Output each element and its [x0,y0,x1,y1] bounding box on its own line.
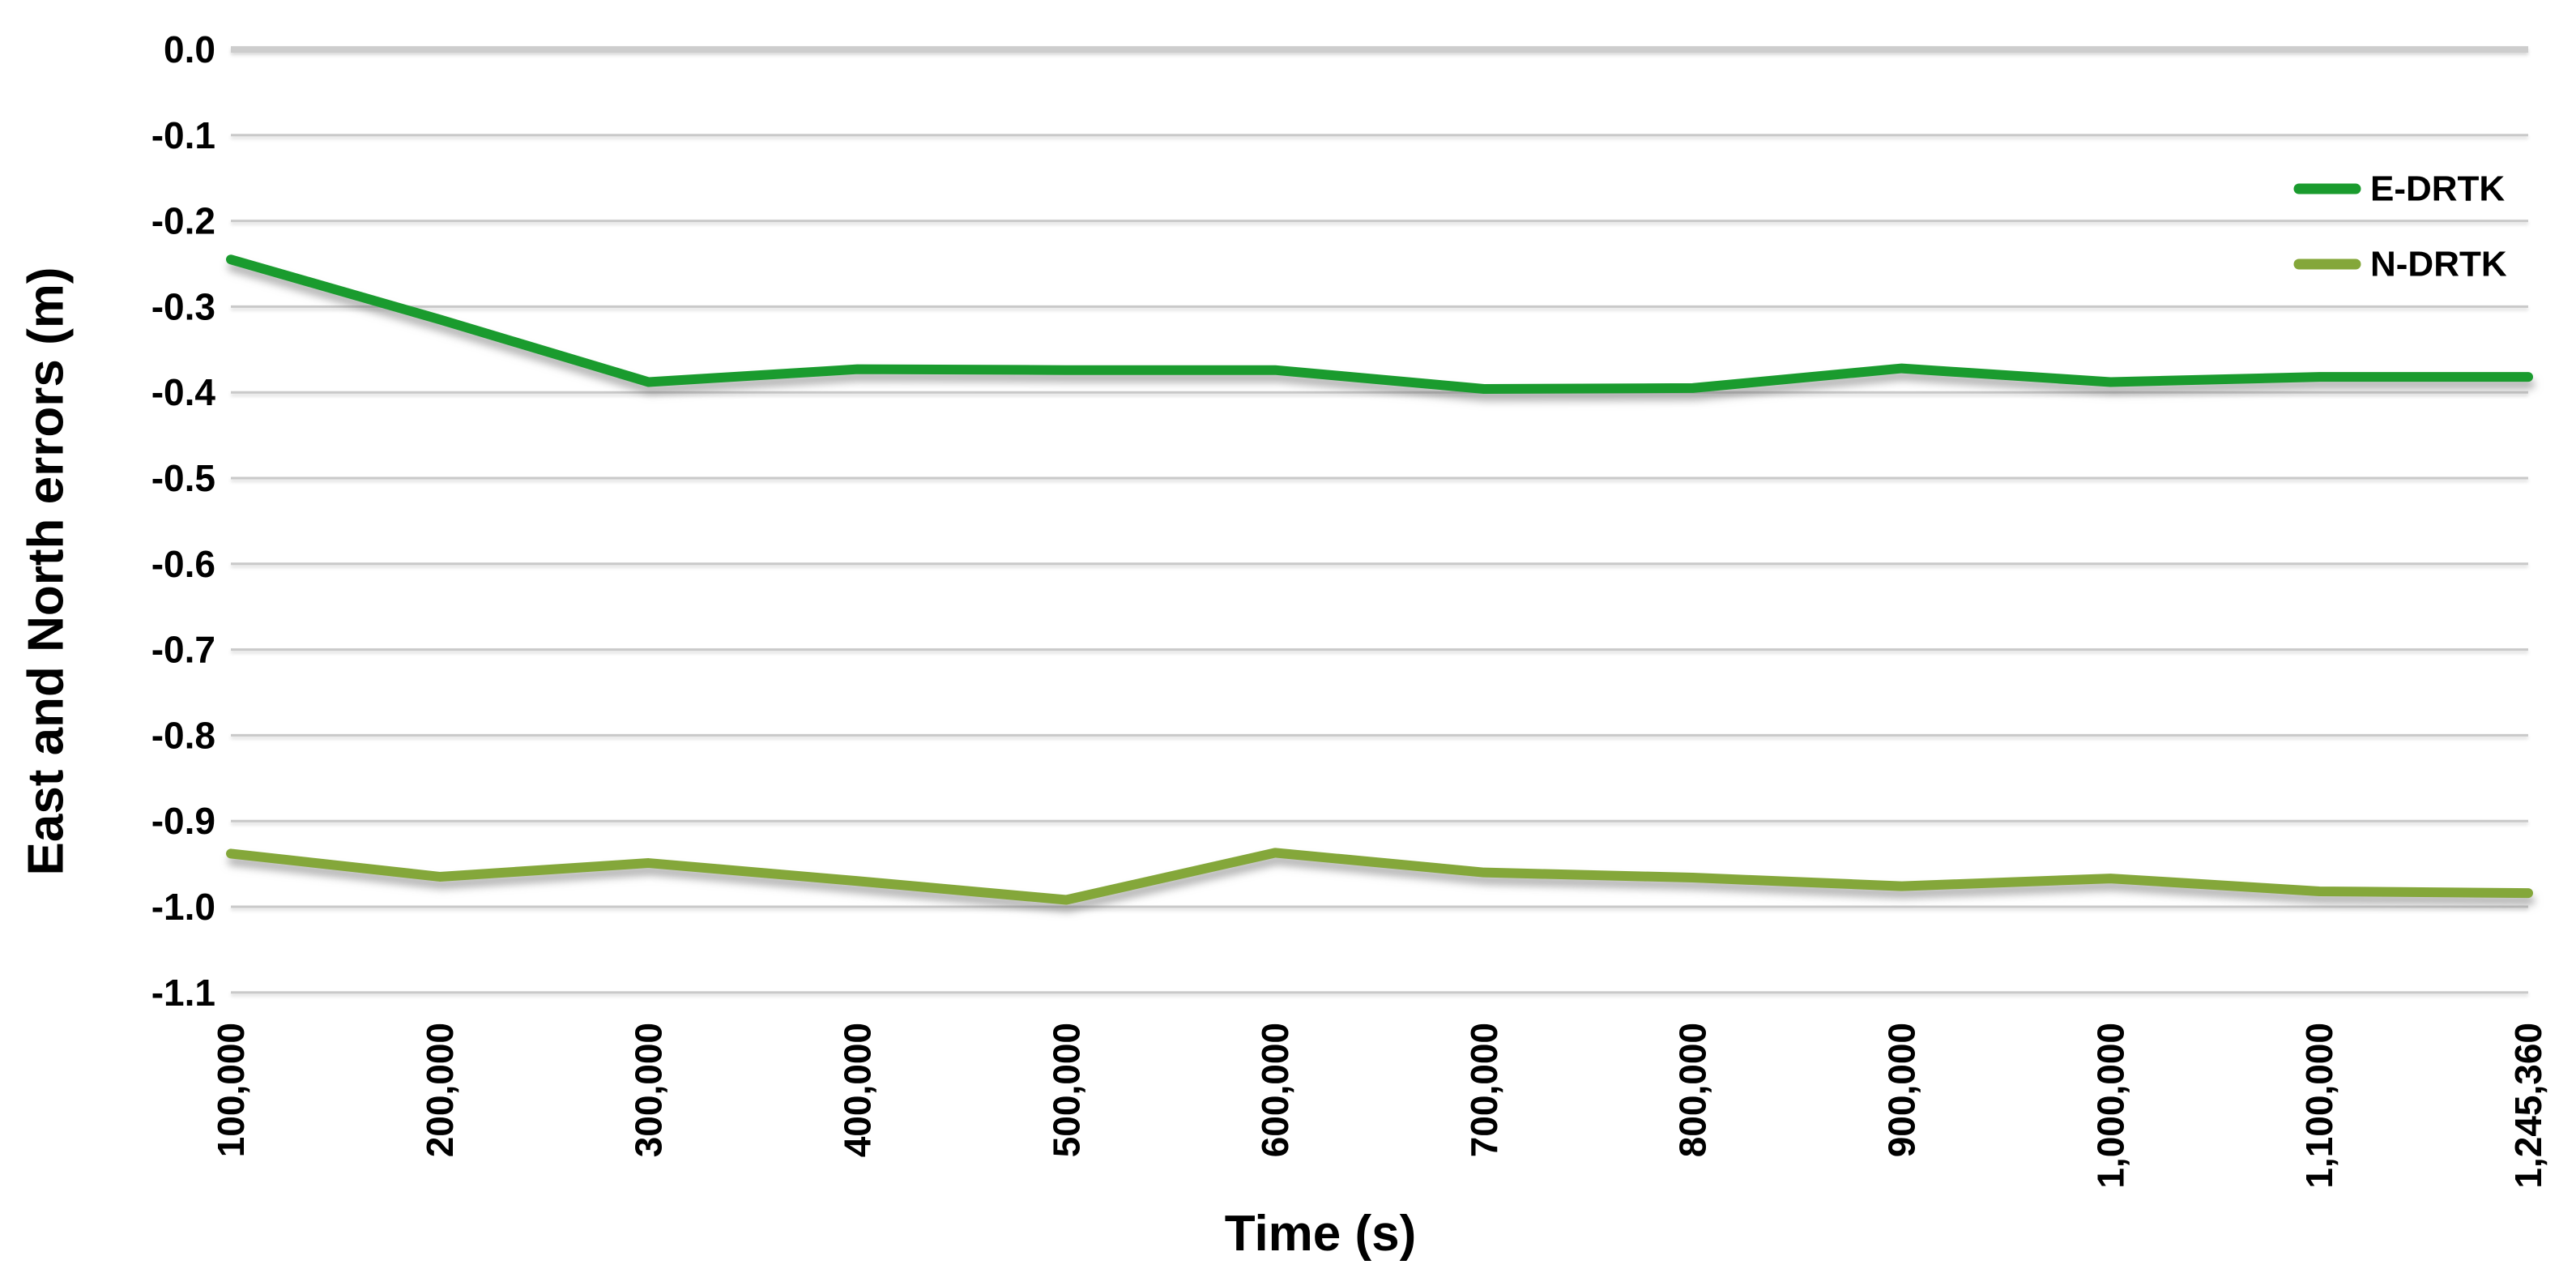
legend: E-DRTK N-DRTK [2293,169,2507,284]
x-tick-label: 200,000 [419,1023,461,1157]
x-tick-label: 900,000 [1881,1023,1923,1157]
y-tick-label: -0.1 [151,114,215,156]
x-tick-label: 1,245,360 [2507,1023,2549,1189]
gridlines-group [231,46,2528,994]
x-tick-labels-group: 100,000 200,000 300,000 400,000 500,000 600,0… [210,1023,2549,1189]
legend-item-e-drtk: E-DRTK [2293,169,2505,209]
y-axis-title: East and North errors (m) [19,267,75,875]
x-tick-label: 1,000,000 [2089,1023,2131,1189]
x-tick-label: 600,000 [1254,1023,1296,1157]
y-tick-label: 0.0 [164,28,215,70]
y-tick-label: -0.7 [151,629,215,671]
x-tick-label: 700,000 [1463,1023,1505,1157]
y-tick-labels-group: 0.0 -0.1 -0.2 -0.3 -0.4 -0.5 -0.6 -0.7 -0.8 -0.9 -… [151,28,216,1014]
series-lines-group [226,254,2533,905]
series-line-e-drtk [226,254,2533,394]
x-tick-label: 300,000 [628,1023,670,1157]
x-axis-title: Time (s) [1225,1206,1417,1262]
y-tick-label: -1.1 [151,972,215,1014]
y-tick-label: -0.3 [151,285,215,327]
y-tick-label: -0.8 [151,714,215,756]
x-tick-label: 400,000 [836,1023,878,1157]
x-tick-label: 800,000 [1672,1023,1714,1157]
y-tick-label: -1.0 [151,886,215,928]
y-tick-label: -0.4 [151,371,216,413]
y-tick-label: -0.6 [151,543,215,585]
y-tick-label: -0.2 [151,200,215,242]
y-tick-label: -0.9 [151,800,215,842]
series-line-n-drtk [226,848,2533,905]
x-tick-label: 100,000 [210,1023,252,1157]
legend-item-n-drtk: N-DRTK [2293,245,2507,284]
x-tick-label: 500,000 [1045,1023,1087,1157]
legend-label-e-drtk: E-DRTK [2370,169,2505,209]
y-tick-label: -0.5 [151,457,215,499]
x-tick-label: 1,100,000 [2298,1023,2340,1189]
legend-label-n-drtk: N-DRTK [2370,245,2507,284]
